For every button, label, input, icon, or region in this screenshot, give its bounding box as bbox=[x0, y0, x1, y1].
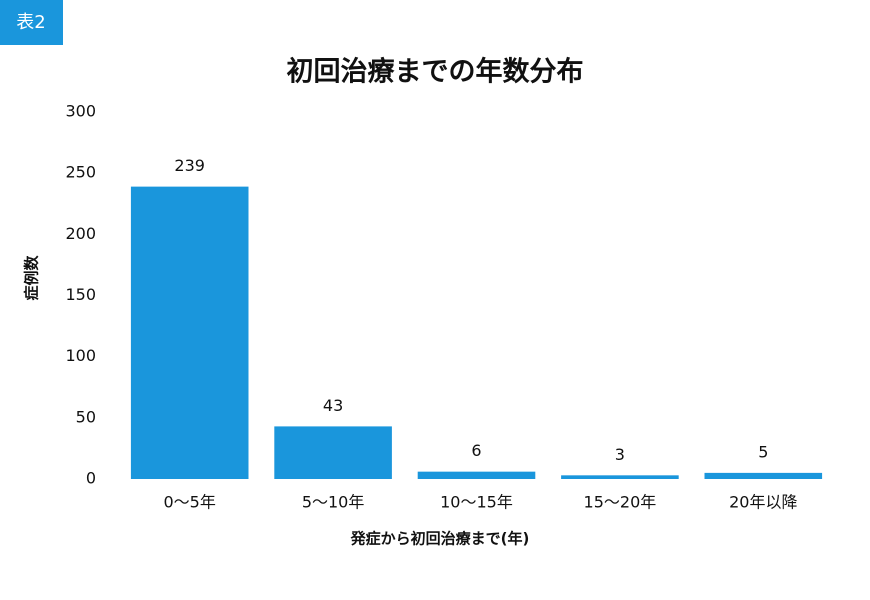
value-label: 3 bbox=[615, 445, 625, 464]
x-tick-label: 15〜20年 bbox=[584, 493, 657, 512]
y-tick-label: 50 bbox=[76, 407, 96, 426]
x-tick-label: 0〜5年 bbox=[164, 493, 216, 512]
x-tick-label: 10〜15年 bbox=[440, 493, 513, 512]
bar bbox=[704, 472, 823, 479]
y-tick-label: 200 bbox=[65, 224, 96, 243]
value-label: 5 bbox=[758, 442, 768, 461]
value-label: 43 bbox=[323, 396, 343, 415]
bar bbox=[417, 471, 536, 479]
y-tick-label: 300 bbox=[65, 102, 96, 121]
value-label: 239 bbox=[174, 156, 205, 175]
value-label: 6 bbox=[471, 441, 481, 460]
y-tick-label: 0 bbox=[86, 469, 96, 488]
bar bbox=[130, 186, 249, 479]
x-axis-label: 発症から初回治療まで(年) bbox=[350, 530, 530, 548]
y-axis-label: 症例数 bbox=[23, 255, 41, 301]
badge: 表2 bbox=[16, 12, 45, 33]
x-tick-label: 20年以降 bbox=[729, 493, 797, 512]
badge-box bbox=[0, 0, 63, 45]
y-tick-label: 100 bbox=[65, 346, 96, 365]
chart-title: 初回治療までの年数分布 bbox=[287, 56, 584, 88]
y-tick-label: 150 bbox=[65, 285, 96, 304]
bar bbox=[274, 426, 392, 479]
x-tick-label: 5〜10年 bbox=[302, 493, 365, 512]
y-tick-label: 250 bbox=[65, 163, 96, 182]
bar bbox=[561, 475, 679, 479]
